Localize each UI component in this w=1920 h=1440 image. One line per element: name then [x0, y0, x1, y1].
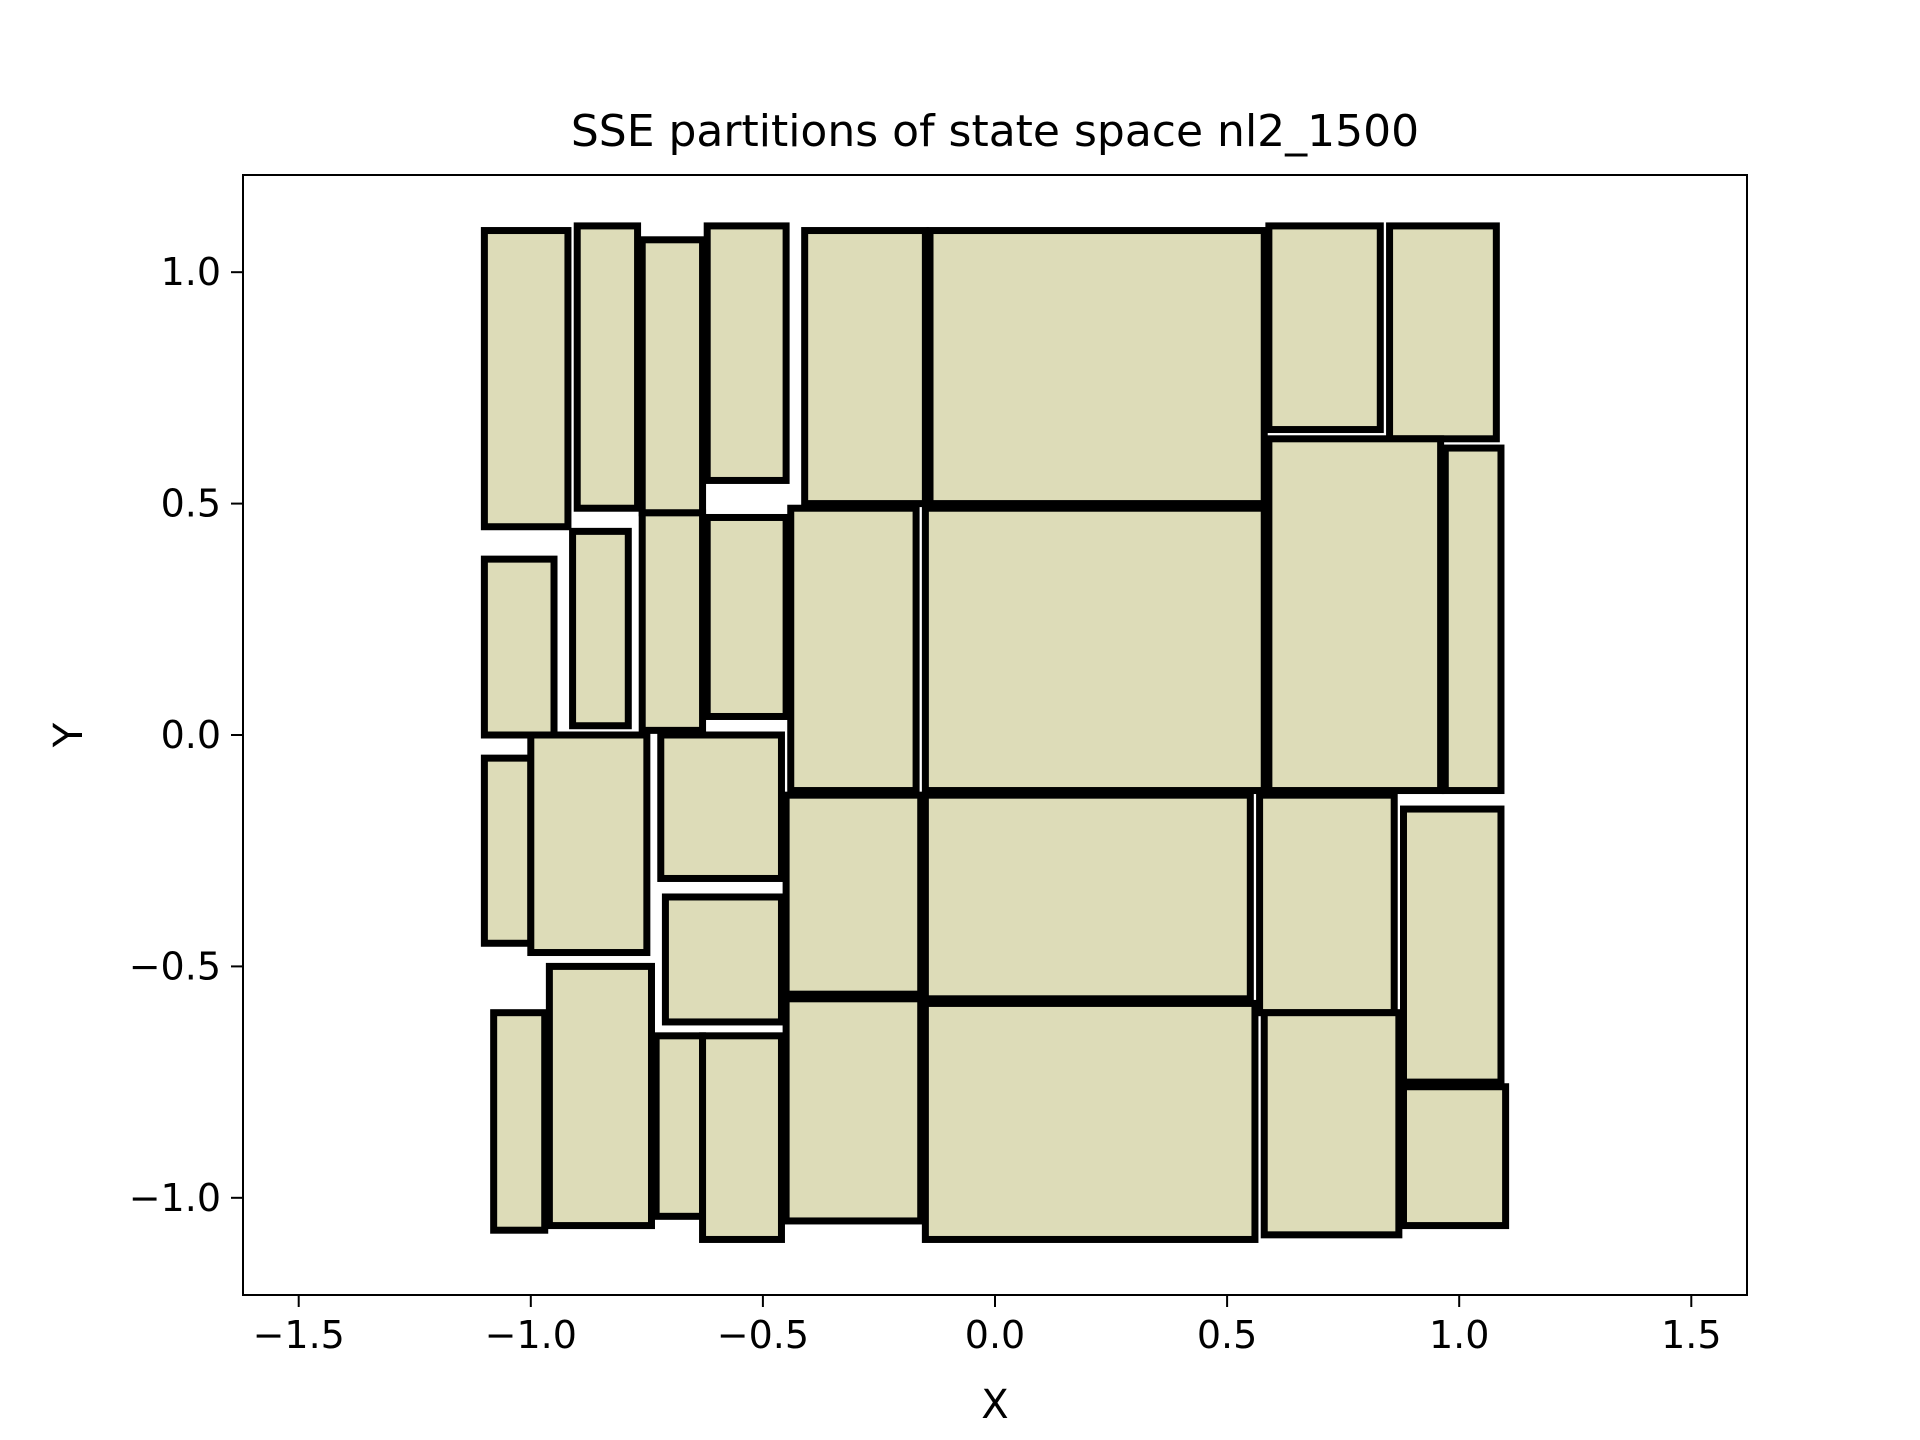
partition-rect-1	[480, 227, 572, 531]
y-tick-label: 0.0	[161, 713, 221, 757]
partition-rect-14	[921, 504, 1268, 795]
partition-rect-31	[1260, 1009, 1403, 1239]
partition-rect-2	[573, 222, 642, 512]
partition-rect-13	[787, 504, 920, 795]
y-tick-label: 0.5	[161, 482, 221, 526]
partition-rect-6	[926, 227, 1268, 508]
partition-rect-5	[801, 227, 929, 508]
partition-rect-16	[1441, 444, 1505, 795]
partition-rect-15	[1265, 435, 1445, 795]
partition-rect-9	[480, 555, 558, 739]
y-tick-label: 1.0	[161, 250, 221, 294]
partition-rect-3	[638, 236, 707, 517]
y-tick-label: −1.0	[129, 1176, 221, 1220]
y-axis: −1.0 −0.5 0.0 0.5 1.0	[129, 250, 243, 1220]
partition-rect-25	[490, 1009, 549, 1234]
partition-rect-26	[545, 962, 655, 1230]
y-tick-label: −0.5	[129, 944, 221, 988]
partition-rect-23	[1256, 791, 1398, 1017]
partition-rect-27	[652, 1032, 707, 1220]
partition-rect-24	[1399, 805, 1505, 1086]
x-tick-label: 1.5	[1661, 1313, 1721, 1357]
x-tick-label: −0.5	[717, 1313, 809, 1357]
partition-rect-10	[569, 527, 632, 730]
partition-rectangles	[480, 222, 1510, 1243]
x-tick-label: −1.5	[253, 1313, 345, 1357]
partition-rect-19	[657, 731, 785, 882]
partition-rect-29	[782, 995, 925, 1225]
partition-rect-32	[1399, 1083, 1510, 1230]
partition-rect-28	[699, 1032, 785, 1243]
chart-title: SSE partitions of state space nl2_1500	[571, 106, 1419, 157]
partition-rect-30	[921, 999, 1259, 1243]
x-tick-label: 0.0	[965, 1313, 1025, 1357]
partition-rect-21	[782, 791, 925, 998]
x-axis: −1.5 −1.0 −0.5 0.0 0.5 1.0 1.5	[253, 1295, 1722, 1357]
partition-rect-18	[527, 731, 651, 957]
partition-rect-17	[480, 754, 535, 947]
partition-rect-8	[1386, 222, 1500, 443]
x-axis-label: X	[981, 1382, 1008, 1428]
y-axis-label: Y	[46, 722, 92, 748]
x-tick-label: −1.0	[485, 1313, 577, 1357]
partition-rect-4	[703, 222, 790, 484]
x-tick-label: 0.5	[1197, 1313, 1257, 1357]
partition-rect-22	[921, 791, 1254, 1003]
partition-rect-12	[703, 513, 790, 720]
x-tick-label: 1.0	[1429, 1313, 1489, 1357]
partition-rect-7	[1265, 222, 1384, 434]
partition-rect-11	[638, 509, 707, 734]
partition-rect-20	[661, 893, 785, 1026]
